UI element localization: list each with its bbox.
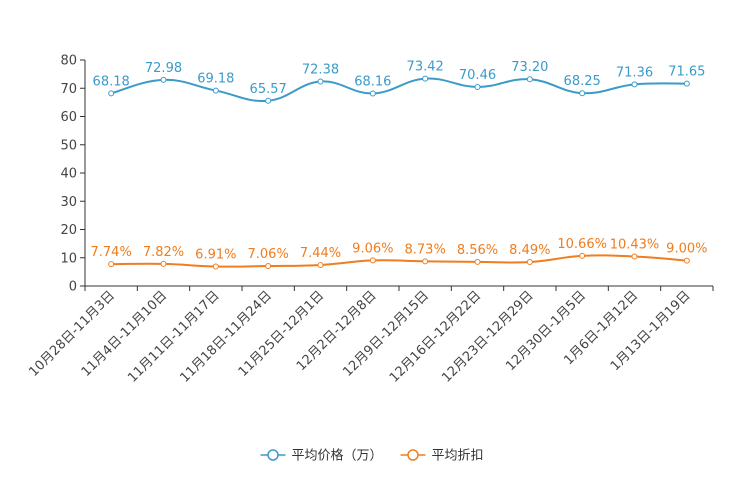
series-0: 68.18 72.98 69.18 65.57 72.38 68.16 73.42 70.46…	[93, 60, 705, 104]
data-point	[369, 257, 376, 264]
x-tick-label: 12月16日-12月22日	[387, 288, 484, 385]
legend-label: 平均价格（万）	[292, 448, 383, 464]
data-point	[683, 257, 690, 264]
data-point	[474, 83, 481, 90]
data-point	[526, 259, 533, 266]
data-point	[422, 75, 429, 82]
data-point	[108, 261, 115, 268]
data-label: 7.82%	[143, 245, 184, 260]
y-tick-label: 30	[60, 195, 77, 210]
data-label: 9.00%	[666, 242, 707, 257]
series-line	[111, 254, 687, 268]
data-point	[369, 90, 376, 97]
series-line	[110, 77, 687, 103]
data-label: 68.18	[93, 74, 130, 89]
data-label: 73.20	[511, 60, 548, 75]
data-label: 73.42	[407, 60, 444, 75]
data-point	[317, 78, 324, 85]
y-tick-label: 80	[60, 54, 77, 69]
legend-swatch-marker	[407, 449, 419, 461]
y-tick-label: 70	[60, 82, 77, 97]
legend-item-0[interactable]: 平均价格（万）	[260, 448, 383, 464]
data-point	[422, 258, 429, 265]
y-tick-label: 10	[60, 251, 77, 266]
y-tick-label: 40	[60, 167, 77, 182]
data-label: 9.06%	[352, 241, 393, 256]
legend-label: 平均折扣	[432, 449, 484, 464]
data-label: 7.44%	[300, 246, 341, 261]
data-point	[108, 90, 115, 97]
data-point	[317, 261, 324, 268]
y-tick-label: 50	[60, 138, 77, 153]
data-label: 7.06%	[248, 247, 289, 262]
data-point	[474, 258, 481, 265]
data-point	[212, 263, 219, 270]
data-point	[265, 263, 272, 270]
axes: 0102030405060708010月28日-11月3日11月4日-11月10…	[26, 54, 714, 386]
data-label: 68.25	[564, 74, 601, 89]
legend-item-1[interactable]: 平均折扣	[400, 449, 484, 464]
data-label: 71.65	[668, 65, 705, 80]
x-tick-label: 11月18日-11月24日	[178, 288, 275, 385]
data-label: 10.43%	[610, 238, 660, 253]
data-label: 8.56%	[457, 243, 498, 258]
data-point	[526, 76, 533, 83]
series-layer: 68.18 72.98 69.18 65.57 72.38 68.16 73.42 70.46…	[91, 60, 707, 270]
data-label: 8.73%	[405, 242, 446, 257]
data-point	[160, 260, 167, 267]
data-label: 70.46	[459, 68, 496, 83]
data-point	[579, 90, 586, 97]
data-point	[631, 253, 638, 260]
series-1: 7.74% 7.82% 6.91% 7.06% 7.44% 9.06% 8.73% 8.56%…	[91, 237, 707, 270]
data-label: 7.74%	[91, 245, 132, 260]
x-tick-label: 10月28日-11月3日	[26, 288, 118, 380]
legend: 平均价格（万） 平均折扣	[260, 448, 484, 464]
data-label: 6.91%	[195, 247, 236, 262]
x-tick-label: 11月11日-11月17日	[125, 288, 222, 385]
data-label: 10.66%	[557, 237, 607, 252]
data-label: 71.36	[616, 65, 653, 80]
x-tick-label: 12月23日-12月29日	[439, 288, 536, 385]
data-label: 8.49%	[509, 243, 550, 258]
data-label: 69.18	[197, 72, 234, 87]
y-tick-label: 60	[60, 110, 77, 125]
data-point	[631, 81, 638, 88]
legend-swatch-marker	[267, 449, 279, 461]
data-label: 65.57	[250, 82, 287, 97]
data-label: 72.98	[145, 61, 182, 76]
data-point	[579, 252, 586, 259]
data-label: 68.16	[354, 74, 391, 89]
data-point	[683, 80, 690, 87]
data-point	[212, 87, 219, 94]
data-point	[265, 97, 272, 104]
data-label: 72.38	[302, 63, 339, 78]
data-point	[160, 76, 167, 83]
y-tick-label: 20	[60, 223, 77, 238]
y-tick-label: 0	[69, 280, 77, 295]
